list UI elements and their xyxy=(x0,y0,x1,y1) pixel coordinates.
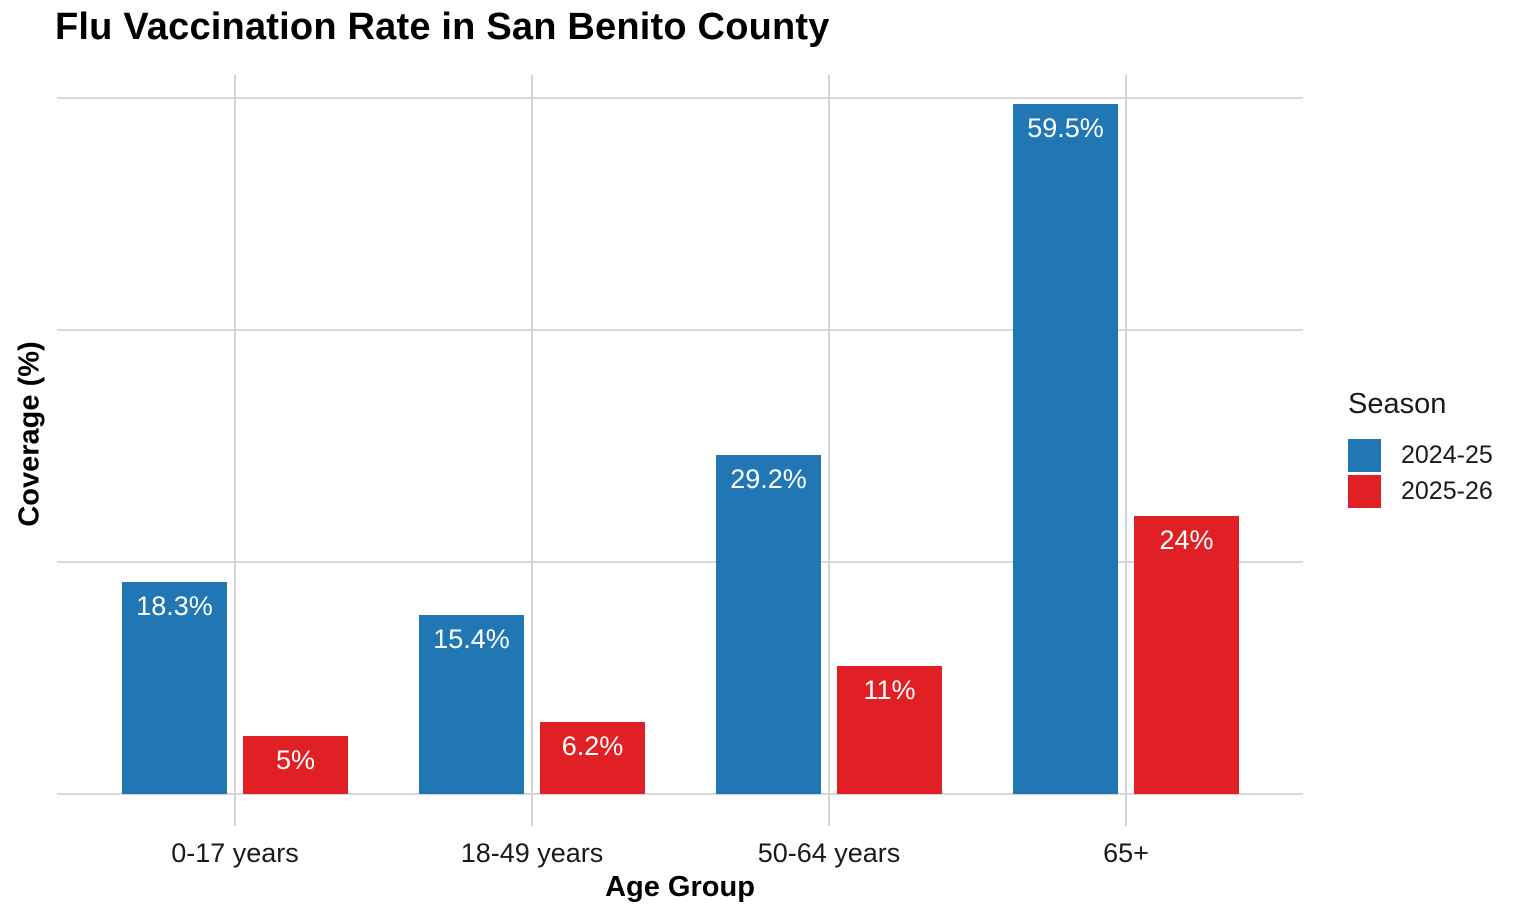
legend-label: 2025-26 xyxy=(1401,477,1493,505)
bar-2024-25-50-64 years: 29.2% xyxy=(716,455,821,794)
y-axis-title: Coverage (%) xyxy=(13,341,46,527)
bar-value-label: 15.4% xyxy=(433,624,510,655)
x-axis-title: Age Group xyxy=(605,871,755,903)
y-gridline-40 xyxy=(57,329,1303,332)
legend-title: Season xyxy=(1348,388,1447,420)
bar-value-label: 29.2% xyxy=(730,464,807,495)
legend-label: 2024-25 xyxy=(1401,441,1493,469)
y-gridline-20 xyxy=(57,561,1303,564)
x-tick-mark xyxy=(1125,794,1127,826)
x-gridline-1 xyxy=(234,75,236,794)
legend-item-2025-26: 2025-26 xyxy=(1348,475,1538,508)
x-gridline-4 xyxy=(1125,75,1127,794)
bar-2024-25-0-17 years: 18.3% xyxy=(122,581,227,794)
x-tick-mark xyxy=(828,794,830,826)
legend: Season 2024-25 2025-26 xyxy=(1348,388,1538,511)
x-tick-label-65+: 65+ xyxy=(1103,838,1149,868)
chart-title: Flu Vaccination Rate in San Benito Count… xyxy=(55,6,830,48)
x-tick-label-50-64 years: 50-64 years xyxy=(757,838,901,868)
bar-2025-26-0-17 years: 5% xyxy=(243,736,348,794)
x-gridline-2 xyxy=(531,75,533,794)
legend-item-2024-25: 2024-25 xyxy=(1348,439,1538,472)
bar-value-label: 6.2% xyxy=(561,731,624,762)
bar-2024-25-65+: 59.5% xyxy=(1013,104,1118,794)
y-gridline-0 xyxy=(57,793,1303,795)
bar-value-label: 11% xyxy=(863,675,916,706)
plot-area: 18.3% 15.4% 29.2% 59.5% 5% 6.2% 11% 24% xyxy=(57,75,1303,795)
bar-2024-25-18-49 years: 15.4% xyxy=(419,615,524,794)
y-gridline-60 xyxy=(57,97,1303,100)
bar-value-label: 5% xyxy=(275,745,316,776)
x-tick-label-18-49 years: 18-49 years xyxy=(460,838,604,868)
x-gridline-3 xyxy=(828,75,830,794)
x-tick-mark xyxy=(234,794,236,826)
bar-2025-26-50-64 years: 11% xyxy=(837,666,942,794)
legend-swatch-icon xyxy=(1348,475,1381,508)
x-tick-mark xyxy=(531,794,533,826)
legend-swatch-icon xyxy=(1348,439,1381,472)
x-tick-label-0-17 years: 0-17 years xyxy=(171,838,299,868)
bar-value-label: 59.5% xyxy=(1027,113,1104,143)
bar-2025-26-18-49 years: 6.2% xyxy=(540,722,645,794)
bar-value-label: 18.3% xyxy=(136,590,213,621)
legend-items: 2024-25 2025-26 xyxy=(1348,439,1538,508)
bar-2025-26-65+: 24% xyxy=(1134,515,1239,794)
bar-value-label: 24% xyxy=(1159,524,1214,555)
